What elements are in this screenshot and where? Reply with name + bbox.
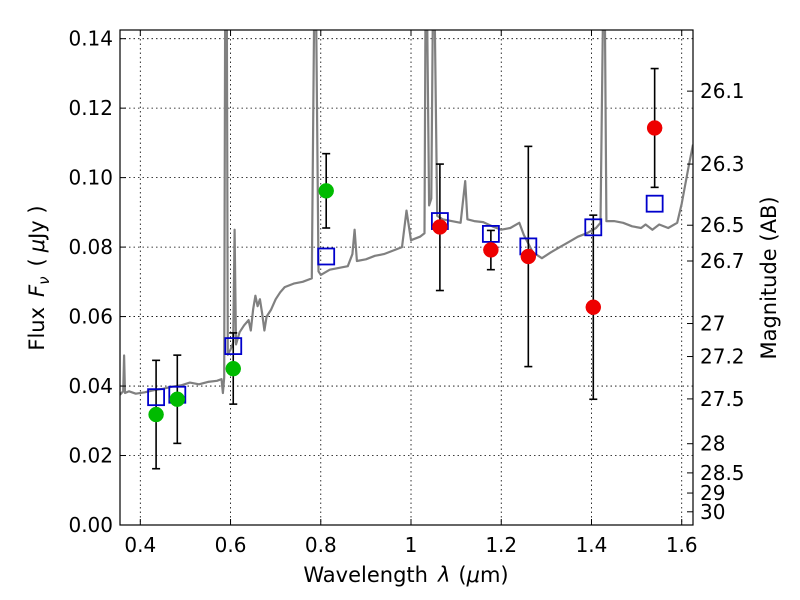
y2-tick-label: 27.2 bbox=[700, 345, 745, 369]
y2-tick-label: 26.1 bbox=[700, 79, 745, 103]
model-photometry-square bbox=[645, 194, 664, 213]
y-tick-label: 0.02 bbox=[68, 444, 113, 468]
optical-detection-point bbox=[318, 183, 334, 199]
nearir-detection-point bbox=[585, 299, 602, 315]
y-tick-label: 0.14 bbox=[68, 27, 113, 51]
optical-detection-point bbox=[148, 406, 164, 423]
optical-detection-point bbox=[169, 391, 186, 408]
x-axis-title: Wavelength λ (μm) bbox=[303, 563, 508, 587]
nearir-detection-point bbox=[483, 242, 499, 258]
nearir-detection-point bbox=[520, 248, 537, 265]
model-photometry-square bbox=[224, 337, 243, 356]
model-photometry-square bbox=[317, 247, 336, 266]
y2-tick-label: 30 bbox=[700, 500, 725, 524]
sed-model-line bbox=[120, 30, 693, 396]
y2-tick-label: 26.5 bbox=[700, 213, 745, 237]
x-tick-label: 1 bbox=[405, 533, 418, 557]
nearir-detection-point bbox=[646, 120, 663, 136]
gridlines bbox=[120, 30, 693, 526]
y-tick-label: 0.10 bbox=[68, 166, 113, 190]
optical-detection-point bbox=[225, 360, 241, 377]
y-tick-label: 0.00 bbox=[68, 513, 113, 537]
nearir-detection-point bbox=[432, 219, 448, 235]
y2-tick-label: 28.5 bbox=[700, 461, 745, 485]
y2-tick-label: 27 bbox=[700, 312, 725, 336]
y-tick-label: 0.04 bbox=[68, 374, 113, 398]
model-photometry-square bbox=[481, 225, 500, 243]
y2-tick-label: 28 bbox=[700, 432, 725, 456]
x-tick-label: 0.8 bbox=[305, 533, 337, 557]
y2-axis-title: Magnitude (AB) bbox=[757, 196, 781, 359]
y2-tick-label: 27.5 bbox=[700, 387, 745, 411]
y2-tick-label: 26.3 bbox=[700, 152, 745, 176]
axis-ticks: 0.4 0.6 0.8 1 1.2 1.4 1.6 0.00 0.02 0.04 0.06 0.08 0… bbox=[68, 27, 744, 557]
y2-tick-label: 29 bbox=[700, 481, 725, 505]
x-tick-label: 0.6 bbox=[215, 533, 247, 557]
y-tick-label: 0.06 bbox=[68, 305, 113, 329]
y-tick-label: 0.08 bbox=[68, 235, 113, 259]
y-axis-title: FluxFν(μJy ) bbox=[25, 205, 53, 350]
x-tick-label: 1.6 bbox=[666, 533, 698, 557]
x-tick-label: 1.4 bbox=[576, 533, 608, 557]
plot-frame bbox=[119, 29, 694, 526]
y-tick-label: 0.12 bbox=[68, 96, 113, 120]
y2-tick-label: 26.7 bbox=[700, 249, 745, 273]
x-tick-label: 0.4 bbox=[124, 533, 156, 557]
model-photometry-square bbox=[584, 218, 603, 237]
x-tick-label: 1.2 bbox=[485, 533, 517, 557]
model-photometry-square bbox=[147, 388, 165, 407]
plot-area bbox=[120, 30, 693, 470]
